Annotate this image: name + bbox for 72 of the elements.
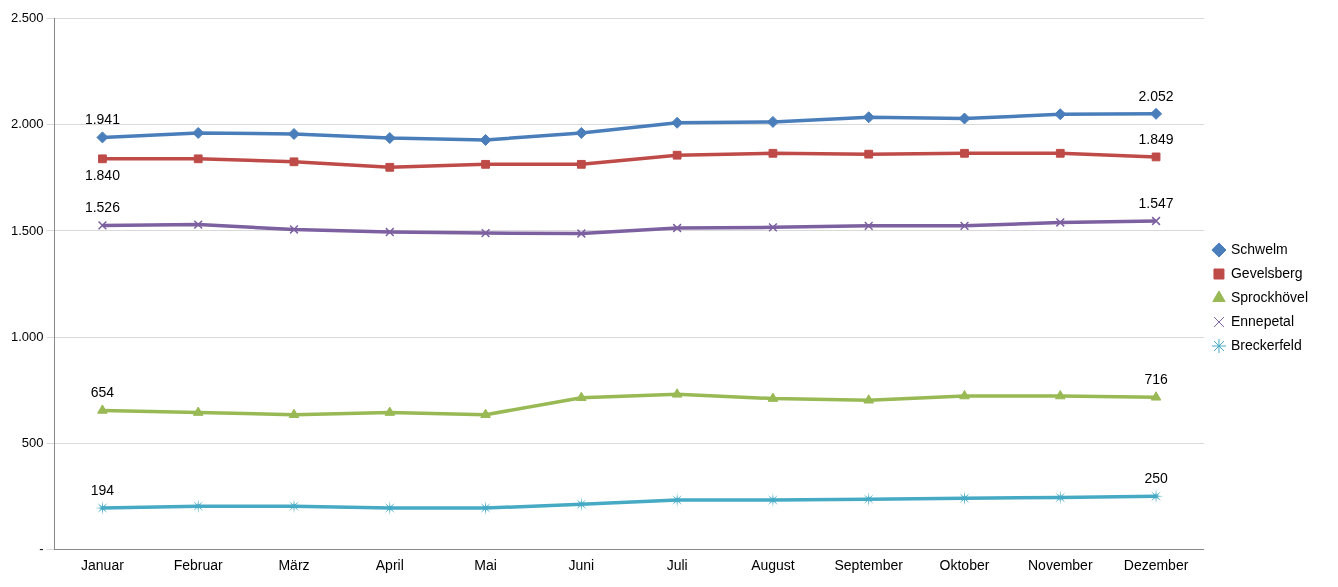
legend-label: Gevelsberg [1230, 264, 1303, 281]
point [672, 150, 682, 160]
point [1055, 390, 1066, 400]
x-tick-label: April [375, 557, 404, 574]
point [97, 404, 108, 414]
point [1150, 107, 1163, 120]
point [768, 148, 778, 158]
point [193, 154, 203, 164]
point [957, 491, 972, 506]
y-tick-label: 2.500 [10, 10, 44, 26]
point [671, 388, 683, 398]
data-label: 1.849 [1138, 130, 1174, 147]
data-label: 654 [90, 384, 115, 401]
data-label: 194 [90, 481, 115, 498]
legend-label: Ennepetal [1230, 312, 1295, 329]
point [97, 220, 108, 231]
point [1151, 216, 1161, 226]
point [1150, 391, 1162, 401]
legend-label: Sprockhövel [1230, 288, 1309, 305]
data-label: 1.941 [84, 111, 121, 128]
point [1055, 148, 1065, 158]
x-tick-label: August [751, 557, 795, 574]
x-tick-label: Mai [474, 557, 497, 574]
x-tick-label: März [278, 557, 310, 574]
x-tick-label: Oktober [939, 557, 990, 574]
point [480, 228, 491, 238]
point [863, 394, 874, 404]
y-tick-label: 500 [21, 434, 44, 450]
data-label: 1.547 [1138, 194, 1174, 211]
point [289, 224, 299, 235]
point [98, 154, 107, 164]
point [288, 128, 300, 140]
y-tick-label: 1.000 [10, 328, 44, 344]
point [959, 390, 970, 400]
point [768, 222, 778, 232]
data-label: 1.526 [84, 199, 121, 216]
y-tick-label: - [39, 540, 44, 556]
point [384, 406, 396, 416]
data-label: 1.840 [84, 166, 121, 183]
x-tick-label: September [834, 557, 904, 574]
point [1055, 217, 1065, 228]
point [288, 408, 300, 418]
x-tick-label: Juni [568, 557, 595, 574]
y-tick-label: 1.500 [10, 222, 44, 238]
point [864, 221, 874, 231]
point [192, 406, 204, 416]
data-label: 716 [1144, 371, 1168, 388]
x-tick-label: Juli [666, 557, 688, 574]
legend-label: Schwelm [1230, 240, 1288, 257]
point [576, 159, 586, 169]
point [385, 162, 395, 172]
x-tick-label: November [1027, 557, 1093, 574]
point [193, 219, 203, 230]
point [576, 391, 587, 401]
point [289, 157, 299, 167]
point [1151, 152, 1161, 162]
data-label: 250 [1144, 470, 1168, 487]
point [767, 392, 779, 402]
legend-label: Breckerfeld [1230, 336, 1302, 353]
point [864, 149, 874, 159]
y-tick-label: 2.000 [10, 116, 44, 132]
x-tick-label: Dezember [1123, 557, 1189, 574]
point [576, 228, 586, 239]
x-tick-label: Februar [173, 557, 224, 574]
point [960, 148, 969, 158]
point [385, 227, 395, 237]
point [672, 223, 682, 233]
point [959, 221, 970, 231]
x-tick-label: Januar [81, 557, 125, 574]
point [481, 159, 490, 169]
point [480, 408, 491, 418]
data-label: 2.052 [1138, 87, 1174, 104]
